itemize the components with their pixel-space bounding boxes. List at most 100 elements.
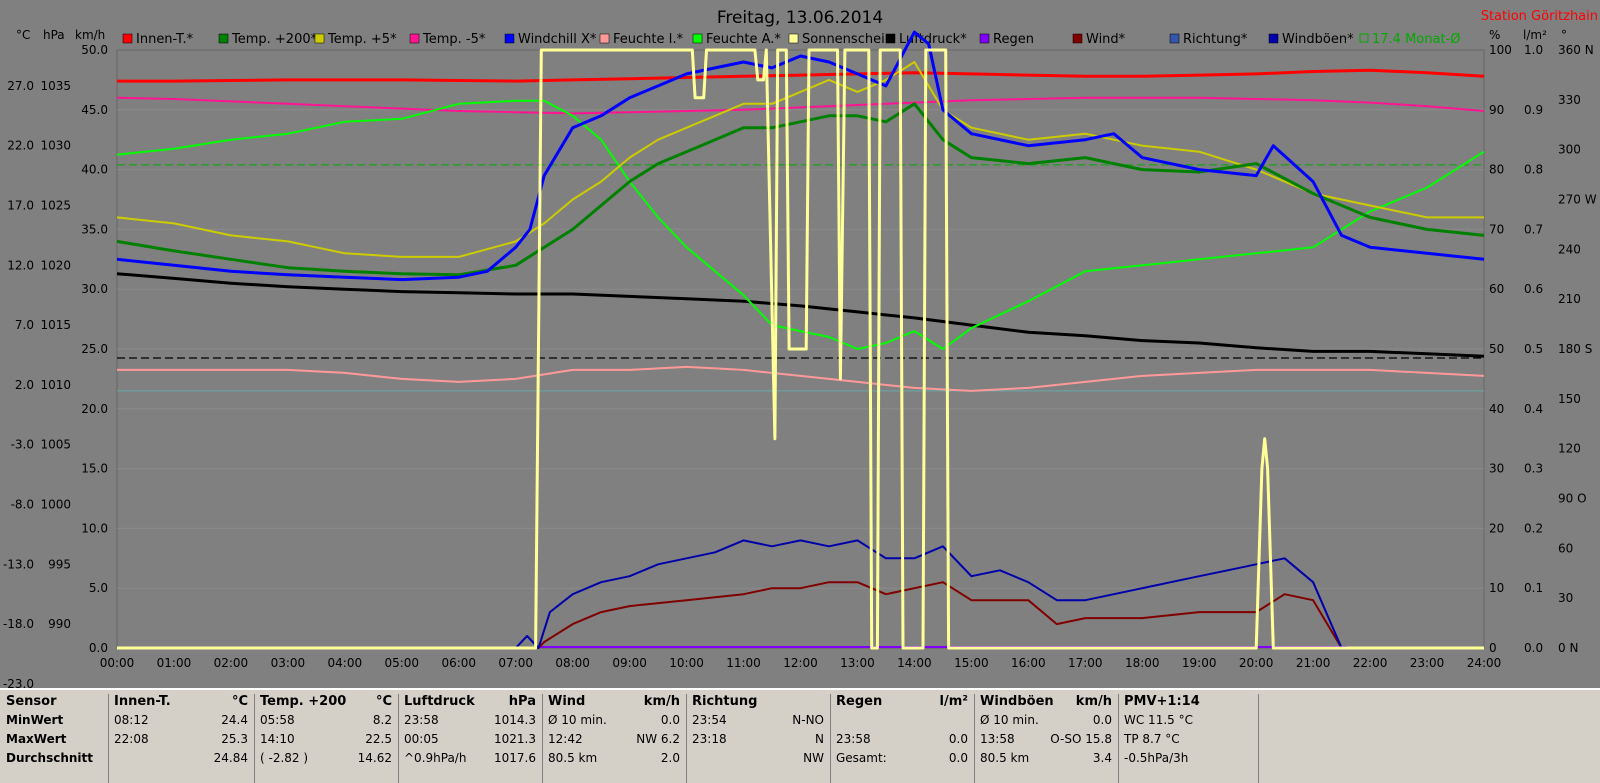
table-cell-value: NW bbox=[803, 751, 824, 765]
legend-label: Sonnenschein bbox=[802, 32, 893, 47]
legend-label: Luftdruck* bbox=[899, 32, 967, 47]
x-tick-label: 15:00 bbox=[954, 656, 989, 670]
table-cell: 23:58 bbox=[836, 732, 871, 746]
y-tick-celsius: 17.0 bbox=[7, 198, 34, 212]
series-line bbox=[116, 96, 1485, 115]
series-line bbox=[116, 61, 1484, 258]
table-cell-row: -0.5hPa/3h bbox=[1118, 751, 1258, 770]
y-tick-direction: 90 O bbox=[1558, 492, 1587, 506]
x-tick-label: 14:00 bbox=[897, 656, 932, 670]
table-unit: km/h bbox=[1075, 694, 1112, 709]
y-tick-celsius: 12.0 bbox=[7, 258, 34, 272]
table-cell-value: 24.4 bbox=[221, 713, 248, 727]
legend-label: Temp. -5* bbox=[422, 32, 486, 47]
x-tick-label: 18:00 bbox=[1125, 656, 1160, 670]
legend-swatch bbox=[1268, 33, 1279, 44]
y-tick-direction: 150 bbox=[1558, 392, 1581, 406]
series-line bbox=[116, 30, 1485, 282]
x-tick-label: 11:00 bbox=[726, 656, 761, 670]
y-tick-hpa: 1005 bbox=[40, 438, 71, 452]
legend-label: Innen-T.* bbox=[136, 32, 194, 47]
legend-label: Feuchte A.* bbox=[706, 32, 781, 47]
legend-swatch bbox=[788, 33, 799, 44]
y-tick-rain: 0.8 bbox=[1524, 163, 1543, 177]
legend-swatch bbox=[504, 33, 515, 44]
y-tick-rain: 0.2 bbox=[1524, 521, 1543, 535]
y-tick-celsius: 7.0 bbox=[15, 318, 34, 332]
y-tick-percent: 90 bbox=[1489, 103, 1504, 117]
table-cell-value: 0.0 bbox=[1092, 713, 1112, 727]
y-tick-rain: 0.6 bbox=[1524, 282, 1543, 296]
series-line bbox=[117, 365, 1485, 392]
table-cell-row: NW bbox=[686, 751, 830, 770]
axis-unit-label: km/h bbox=[75, 28, 105, 42]
axis-unit-label: °C bbox=[16, 28, 30, 42]
chart-title: Freitag, 13.06.2014 bbox=[717, 8, 883, 28]
y-tick-hpa: 990 bbox=[48, 617, 71, 631]
table-cell-row bbox=[830, 713, 974, 732]
table-cell-row: 13:58 O-SO 15.8 bbox=[974, 732, 1118, 751]
legend-swatch bbox=[409, 33, 420, 44]
table-cell-value: 25.3 bbox=[221, 732, 248, 746]
series-line bbox=[116, 272, 1485, 358]
y-tick-direction: 180 S bbox=[1558, 342, 1592, 356]
y-tick-kmh: 25.0 bbox=[81, 342, 108, 356]
table-cell-value: NW 6.2 bbox=[636, 732, 680, 746]
x-tick-label: 17:00 bbox=[1068, 656, 1103, 670]
legend-swatch bbox=[692, 33, 703, 44]
table-cell-row: 05:58 8.2 bbox=[254, 713, 398, 732]
table-cell-value: 1017.6 bbox=[494, 751, 536, 765]
table-cell: Ø 10 min. bbox=[980, 713, 1039, 727]
legend-label: Temp. +200* bbox=[231, 32, 318, 47]
axis-unit-label: l/m² bbox=[1523, 28, 1547, 42]
legend-swatch bbox=[885, 33, 896, 44]
table-cell: WC 11.5 °C bbox=[1124, 713, 1193, 727]
y-tick-percent: 50 bbox=[1489, 342, 1504, 356]
table-cell: 05:58 bbox=[260, 713, 295, 727]
table-cell-value: 3.4 bbox=[1092, 751, 1112, 765]
table-cell: Ø 10 min. bbox=[548, 713, 607, 727]
x-tick-label: 22:00 bbox=[1353, 656, 1388, 670]
stats-table: Sensor MinWert MaxWert Durchschnitt Innen-T.… bbox=[0, 688, 1600, 783]
y-tick-direction: 120 bbox=[1558, 442, 1581, 456]
y-tick-direction: 240 bbox=[1558, 242, 1581, 256]
y-tick-kmh: 10.0 bbox=[81, 521, 108, 535]
table-cell: 08:12 bbox=[114, 713, 149, 727]
table-cell-value: 2.0 bbox=[660, 751, 680, 765]
table-cell: Gesamt: bbox=[836, 751, 887, 765]
y-tick-kmh: 30.0 bbox=[81, 282, 108, 296]
legend-label: Windböen* bbox=[1282, 32, 1354, 47]
table-cell-row: 14:10 22.5 bbox=[254, 732, 398, 751]
y-tick-direction: 270 W bbox=[1558, 193, 1597, 207]
y-tick-rain: 0.9 bbox=[1524, 103, 1543, 117]
table-column: Temp. +200 °C 05:58 8.2 14:10 22.5( -2.82 ) 14… bbox=[254, 694, 399, 783]
series-line bbox=[117, 48, 1484, 650]
y-tick-celsius: 22.0 bbox=[7, 139, 34, 153]
table-row-label: Durchschnitt bbox=[6, 751, 94, 765]
y-tick-percent: 70 bbox=[1489, 222, 1504, 236]
y-tick-rain: 1.0 bbox=[1524, 43, 1543, 57]
legend-label: Wind* bbox=[1086, 32, 1126, 47]
series-line bbox=[117, 581, 1484, 649]
table-column: PMV+1:14 WC 11.5 °C TP 8.7 °C -0.5hPa/3h bbox=[1118, 694, 1259, 783]
y-tick-kmh: 0.0 bbox=[89, 641, 108, 655]
x-tick-label: 13:00 bbox=[840, 656, 875, 670]
station-name: Station Göritzhain bbox=[1481, 9, 1598, 24]
legend: Innen-T.* Temp. +200* Temp. +5* Temp. -5* Wi… bbox=[122, 32, 1460, 47]
table-cell-value: O-SO 15.8 bbox=[1050, 732, 1112, 746]
legend-label: Temp. +5* bbox=[327, 32, 397, 47]
table-column: Innen-T. °C 08:12 24.4 22:08 25.3 24.84 bbox=[108, 694, 255, 783]
table-cell-value: 24.84 bbox=[213, 751, 248, 765]
table-cell-value: 22.5 bbox=[365, 732, 392, 746]
table-cell-row: ( -2.82 ) 14.62 bbox=[254, 751, 398, 770]
weather-chart: Freitag, 13.06.2014 Station Göritzhain I… bbox=[3, 8, 1598, 688]
table-cell-row: TP 8.7 °C bbox=[1118, 732, 1258, 751]
y-tick-celsius: -8.0 bbox=[11, 497, 34, 511]
legend-swatch bbox=[1072, 33, 1083, 44]
y-tick-hpa: 1015 bbox=[40, 318, 71, 332]
axis-unit-label: hPa bbox=[43, 28, 65, 42]
table-header: Sensor bbox=[6, 694, 57, 709]
table-column: Windböen km/h Ø 10 min. 0.0 13:58 O-SO 15.8 80… bbox=[974, 694, 1119, 783]
y-tick-percent: 20 bbox=[1489, 521, 1504, 535]
table-unit: l/m² bbox=[939, 694, 968, 709]
